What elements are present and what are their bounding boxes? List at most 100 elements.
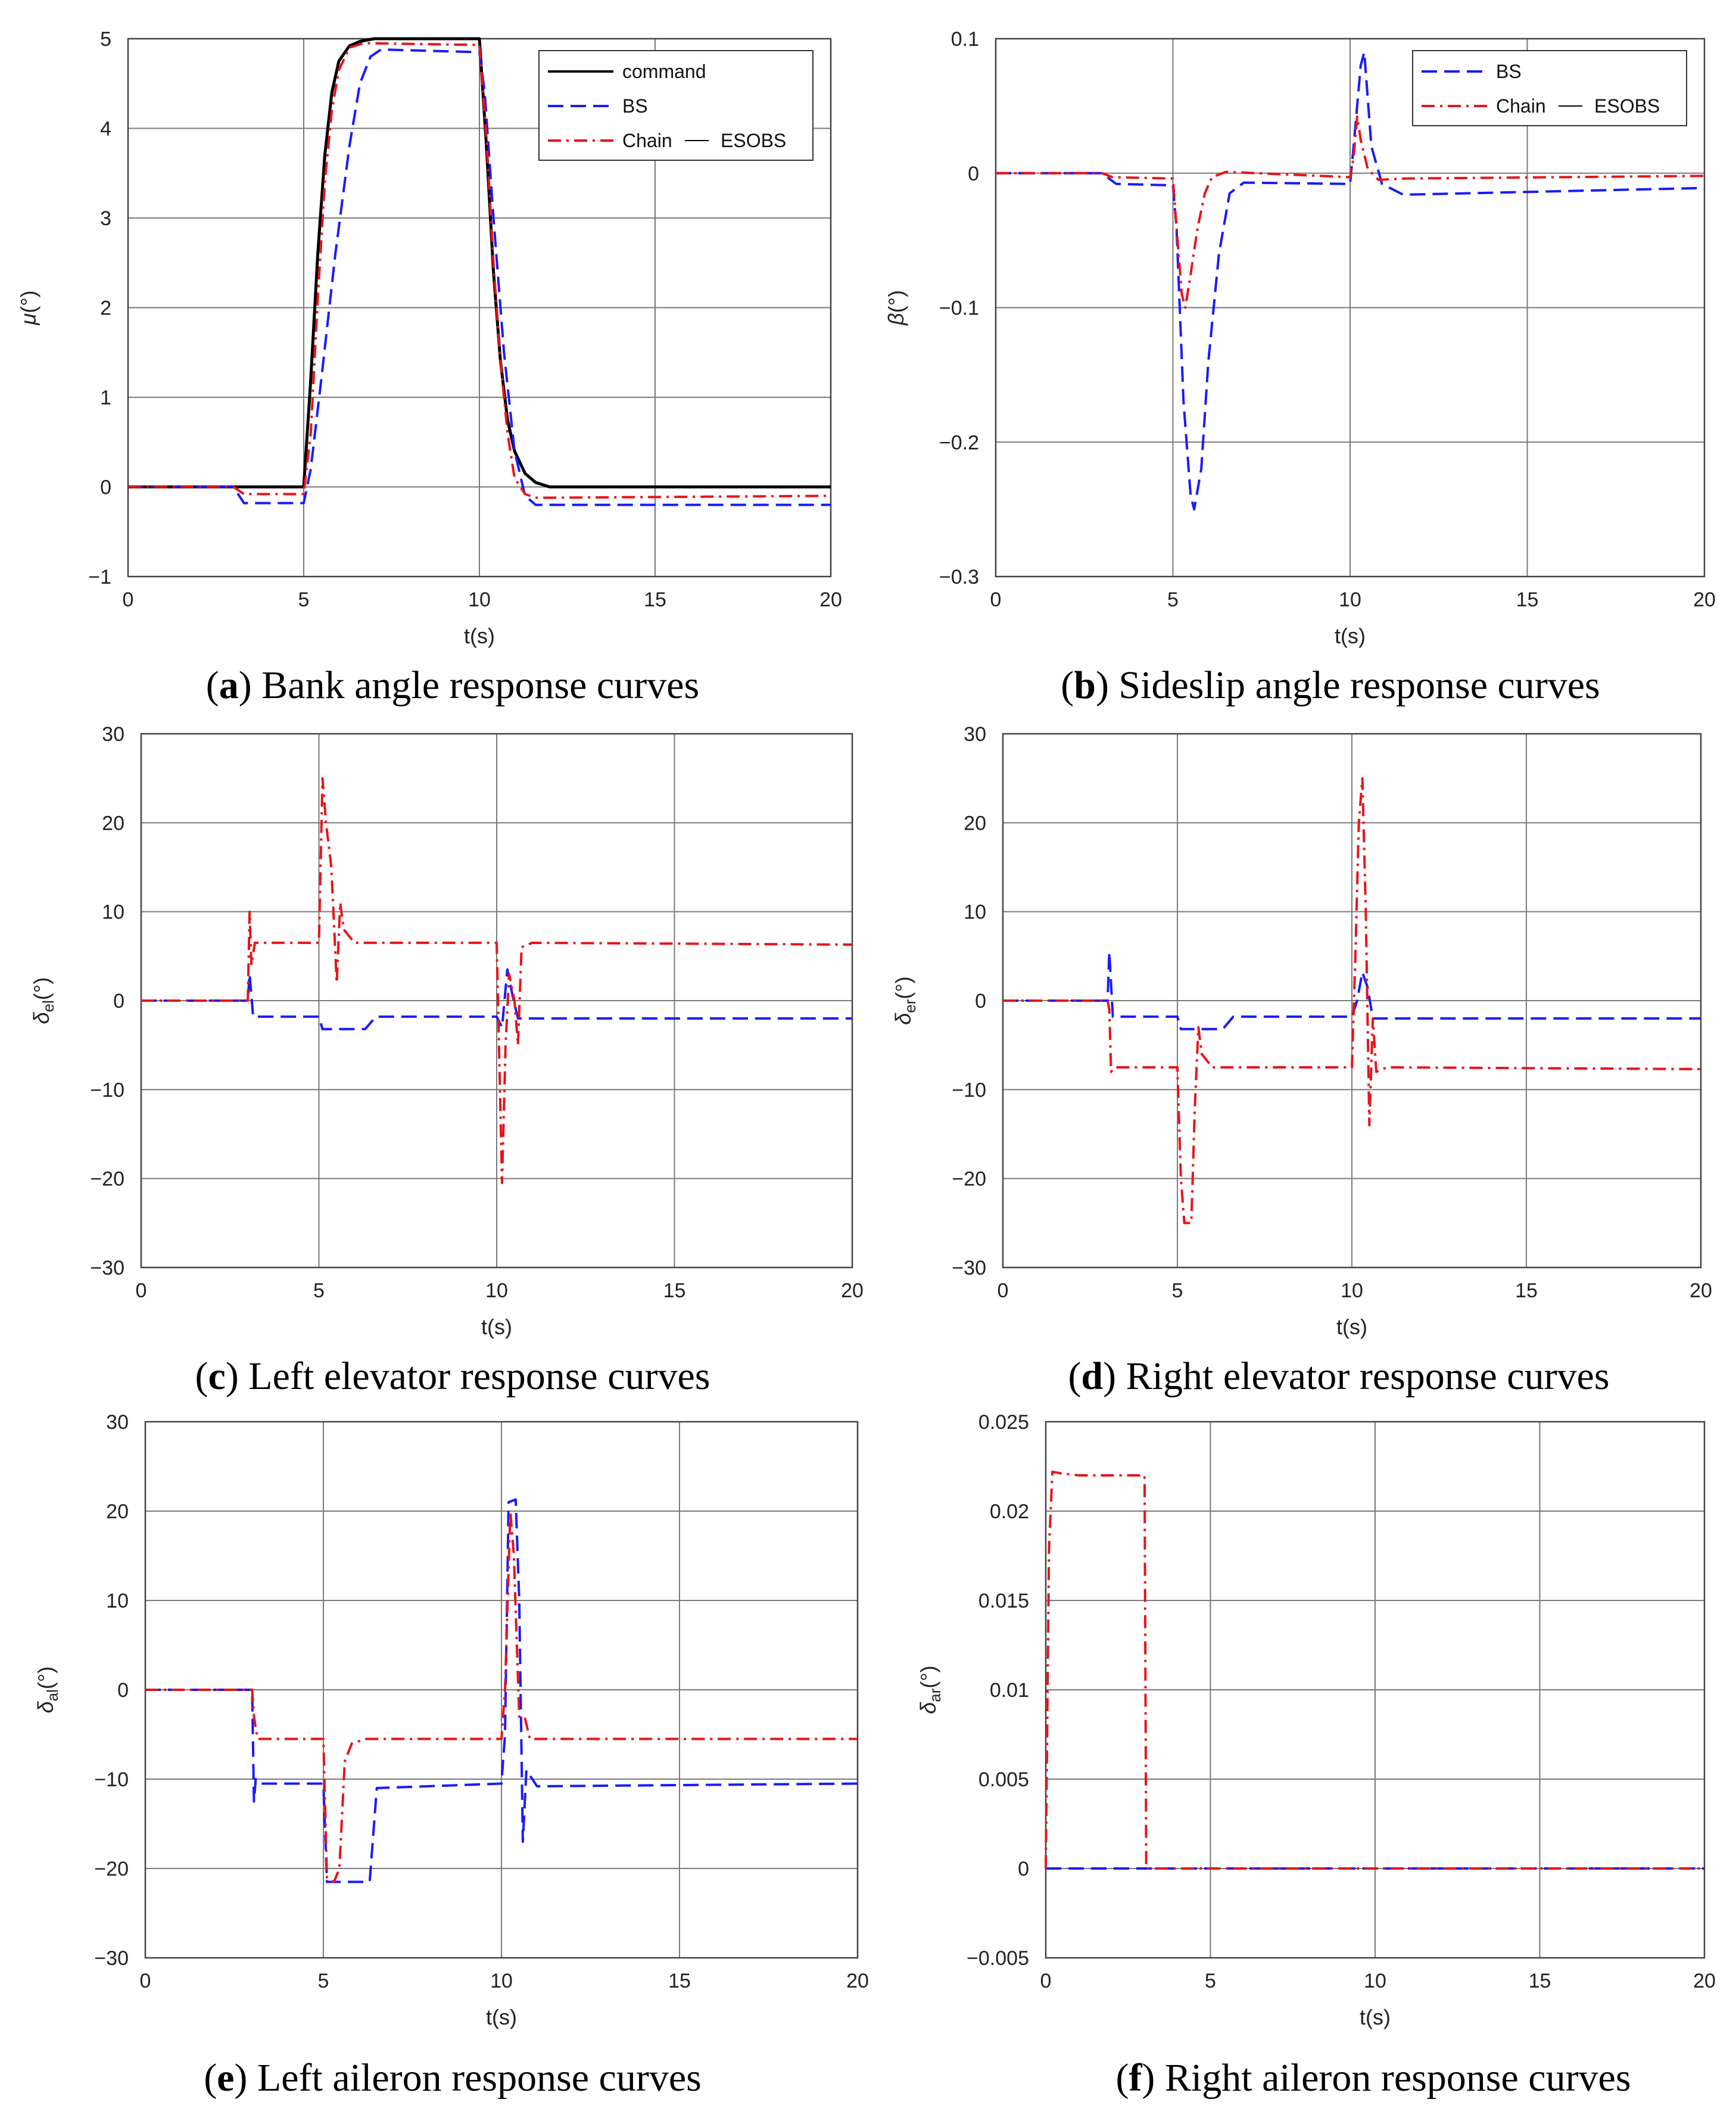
y-tick-label: −10 — [90, 1079, 124, 1101]
y-tick-label: 10 — [964, 901, 986, 924]
x-tick-label: 10 — [485, 1279, 508, 1302]
legend-label-bs: BS — [1496, 61, 1522, 82]
y-tick-label: 2 — [100, 297, 111, 320]
x-tick-label: 5 — [318, 1970, 329, 1992]
y-tick-label: 0.1 — [951, 28, 979, 51]
x-tick-label: 0 — [136, 1279, 147, 1302]
x-tick-label: 15 — [1515, 1279, 1538, 1302]
series-line-chain — [1045, 1471, 1704, 1870]
y-tick-label: 1 — [100, 387, 111, 409]
y-tick-label: 0 — [100, 477, 111, 499]
y-tick-label: 0.015 — [978, 1590, 1029, 1612]
y-tick-label: 30 — [106, 1411, 129, 1434]
y-tick-label: −20 — [952, 1168, 986, 1191]
legend-label-esobs: ESOBS — [721, 130, 786, 151]
y-tick-label: −1 — [88, 566, 111, 588]
series-line-bs — [1003, 950, 1701, 1030]
x-tick-label: 15 — [663, 1279, 686, 1302]
y-axis-label: δer(°) — [891, 976, 919, 1025]
x-tick-label: 5 — [1172, 1279, 1183, 1302]
y-tick-label: 0.01 — [990, 1679, 1029, 1702]
y-tick-label: 0 — [113, 990, 124, 1013]
y-tick-label: 20 — [106, 1500, 129, 1523]
series-line-command — [128, 37, 831, 488]
legend: BS Chain ESOBS — [1412, 50, 1687, 126]
x-tick-label: 20 — [1693, 588, 1716, 611]
x-axis-label: t(s) — [1360, 2005, 1391, 2029]
series-line-bs — [128, 48, 831, 506]
chart-panel-b: 0 5 10 15 20 −0.3 −0.2 −0.1 0 0.1 t(s) β(°) BS Chain E… — [884, 28, 1716, 707]
x-tick-label: 10 — [490, 1970, 513, 1992]
legend-box — [1412, 50, 1687, 126]
y-tick-label: 10 — [102, 901, 124, 924]
y-axis-label: δel(°) — [29, 977, 57, 1024]
y-tick-label: −30 — [90, 1257, 124, 1279]
y-tick-label: 0.02 — [990, 1500, 1029, 1523]
series-line-bs — [996, 51, 1705, 511]
y-tick-label: −0.2 — [939, 431, 979, 454]
x-tick-label: 0 — [123, 588, 134, 611]
chart-panel-e: 0 5 10 15 20 −30 −20 −10 0 10 20 30 t(s) δal(°) (e) Le… — [33, 1411, 869, 2100]
y-tick-label: 30 — [964, 723, 986, 746]
panel-caption: (a) Bank angle response curves — [206, 664, 699, 707]
x-tick-label: 10 — [1341, 1279, 1363, 1302]
series-line-chain — [996, 115, 1705, 309]
y-tick-label: 0 — [117, 1679, 129, 1702]
panel-caption: (b) Sideslip angle response curves — [1061, 664, 1600, 707]
y-tick-label: −10 — [94, 1768, 129, 1791]
x-tick-label: 20 — [819, 588, 842, 611]
chart-panel-c: 0 5 10 15 20 −30 −20 −10 0 10 20 30 t(s) δel(°) (c) Le… — [29, 723, 864, 1398]
series-line-chain — [145, 1510, 858, 1883]
y-axis-label: μ(°) — [16, 290, 40, 325]
y-tick-label: 3 — [100, 207, 111, 230]
x-tick-label: 10 — [468, 588, 491, 611]
x-tick-label: 0 — [1040, 1970, 1052, 1992]
y-tick-label: 4 — [100, 118, 111, 141]
legend-label-bs: BS — [622, 95, 648, 117]
chart-panel-a: 0 5 10 15 20 −1 0 1 2 3 4 5 t(s) μ(°) command BS Chain ES… — [16, 28, 842, 707]
chart-panel-f: 0 5 10 15 20 −0.005 0 0.005 0.01 0.015 0.02 0.025 t(… — [916, 1411, 1716, 2100]
y-tick-label: 20 — [102, 812, 124, 834]
y-tick-label: 5 — [100, 28, 111, 51]
series-line-bs — [145, 1498, 858, 1883]
y-tick-label: 0.005 — [978, 1768, 1029, 1791]
y-tick-label: −20 — [90, 1168, 124, 1191]
y-tick-label: −20 — [94, 1858, 129, 1880]
panel-caption: (d) Right elevator response curves — [1068, 1354, 1609, 1398]
series-line-bs — [141, 968, 852, 1030]
series-line-chain — [141, 777, 853, 1185]
x-tick-label: 5 — [1167, 588, 1179, 611]
x-tick-label: 5 — [1205, 1970, 1216, 1992]
x-tick-label: 0 — [990, 588, 1002, 611]
x-axis-label: t(s) — [1335, 624, 1366, 648]
y-tick-label: −30 — [952, 1257, 986, 1279]
panel-caption: (e) Left aileron response curves — [204, 2056, 702, 2100]
x-tick-label: 15 — [1529, 1970, 1551, 1992]
y-tick-label: 0 — [968, 163, 979, 185]
legend-label-esobs: ESOBS — [1594, 95, 1660, 117]
x-tick-label: 20 — [841, 1279, 864, 1302]
y-tick-label: −10 — [952, 1079, 986, 1101]
y-axis-label: δal(°) — [33, 1667, 61, 1714]
y-tick-label: 0 — [1018, 1858, 1029, 1880]
chart-panel-d: 0 5 10 15 20 −30 −20 −10 0 10 20 30 t(s) δer(°) (d) Ri… — [891, 723, 1712, 1398]
x-tick-label: 15 — [668, 1970, 691, 1992]
y-axis-label: β(°) — [884, 290, 908, 326]
y-tick-label: −0.1 — [939, 297, 979, 320]
x-tick-label: 15 — [644, 588, 666, 611]
y-tick-label: 0.025 — [978, 1411, 1029, 1434]
legend-label-command: command — [622, 61, 706, 82]
x-tick-label: 20 — [1690, 1279, 1712, 1302]
x-tick-label: 20 — [846, 1970, 869, 1992]
y-tick-label: −30 — [94, 1947, 129, 1970]
x-tick-label: 10 — [1364, 1970, 1386, 1992]
x-tick-label: 0 — [140, 1970, 151, 1992]
legend: command BS Chain ESOBS — [538, 50, 814, 161]
x-tick-label: 20 — [1693, 1970, 1716, 1992]
panel-caption: (f) Right aileron response curves — [1115, 2056, 1631, 2100]
x-tick-label: 15 — [1516, 588, 1539, 611]
x-axis-label: t(s) — [481, 1315, 512, 1339]
panel-caption: (c) Left elevator response curves — [195, 1354, 710, 1398]
legend-label-chain: Chain — [622, 130, 672, 151]
